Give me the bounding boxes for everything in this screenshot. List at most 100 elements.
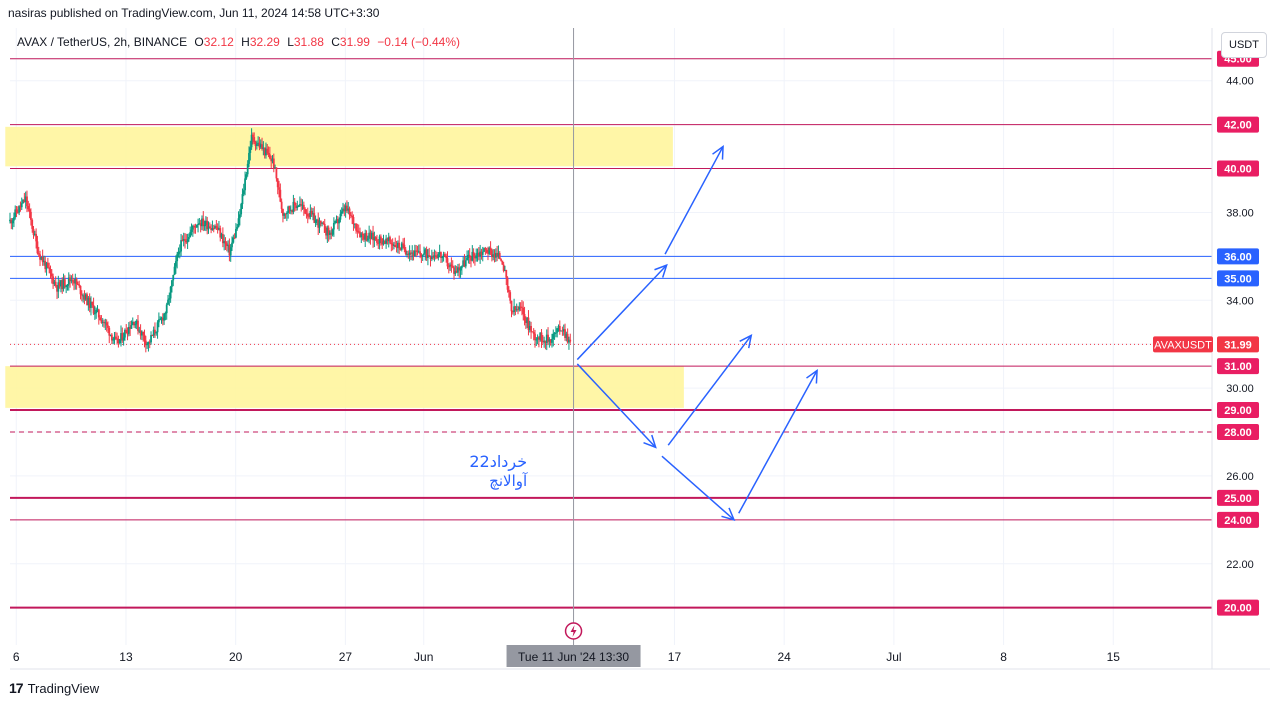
candle-body — [147, 341, 150, 345]
brand-label: TradingView — [27, 680, 100, 696]
candle-body — [133, 321, 135, 326]
candle-body — [381, 238, 384, 245]
candle-body — [33, 233, 36, 235]
level-price-badge — [1217, 270, 1259, 287]
x-tick-label: 15 — [1107, 650, 1121, 664]
candle-body — [235, 228, 237, 238]
tradingview-brand[interactable]: 17 TradingView — [9, 680, 99, 696]
candle-body — [13, 217, 15, 221]
candle-body — [39, 254, 41, 260]
last-price-badge — [1217, 336, 1259, 353]
candle-body — [438, 252, 441, 255]
candle-body — [74, 279, 77, 284]
candle-body — [90, 301, 92, 308]
arrow-line[interactable] — [664, 146, 724, 255]
candle-body — [356, 230, 359, 232]
candle-body — [148, 341, 151, 343]
candle-body — [437, 254, 440, 258]
candle-body — [50, 273, 53, 277]
candle-body — [11, 220, 14, 224]
candle-body — [531, 331, 534, 333]
candle-body — [377, 242, 380, 244]
x-tick-label: 6 — [13, 650, 20, 664]
candle-body — [404, 249, 407, 255]
candle-body — [357, 231, 360, 233]
arrow-head — [739, 334, 753, 349]
candle-body — [61, 280, 64, 289]
x-tick-label: 8 — [1000, 650, 1007, 664]
candle-body — [151, 335, 154, 337]
supply-demand-zone[interactable] — [5, 366, 684, 408]
candle-body — [366, 238, 369, 241]
candle-body — [73, 281, 75, 284]
currency-button[interactable]: USDT — [1221, 32, 1267, 58]
candle-body — [379, 236, 382, 239]
arrow-line[interactable] — [738, 370, 818, 514]
candle-body — [164, 313, 167, 315]
candle-body — [203, 224, 206, 227]
candle-body — [389, 237, 391, 243]
candle-body — [441, 256, 444, 259]
candle-body — [169, 286, 172, 299]
candle-body — [402, 243, 404, 245]
y-tick-label: 26.00 — [1226, 471, 1254, 483]
arrow-line[interactable] — [576, 363, 657, 448]
candle-body — [547, 334, 549, 342]
candle-body — [420, 254, 423, 257]
candle-body — [275, 167, 278, 179]
candle-body — [100, 320, 103, 323]
candle-body — [374, 237, 377, 240]
candle-body — [523, 313, 526, 321]
candle-body — [334, 220, 337, 223]
candle-body — [396, 242, 399, 248]
candle-body — [291, 210, 293, 213]
annotation-text[interactable]: آوالانچ — [489, 472, 528, 490]
candle-body — [45, 262, 48, 270]
candle-body — [141, 331, 143, 336]
arrow-line[interactable] — [661, 455, 735, 521]
candle-body — [210, 228, 213, 231]
candle-body — [180, 240, 182, 252]
candle-body — [285, 212, 288, 214]
candle-body — [19, 205, 22, 208]
level-price-badge — [1217, 402, 1259, 419]
arrow-line[interactable] — [576, 264, 668, 361]
candle-body — [326, 227, 329, 236]
candle-body — [218, 228, 220, 230]
y-tick-label: 44.00 — [1226, 76, 1254, 88]
candle-body — [532, 332, 535, 334]
annotation-text[interactable]: خرداد22 — [469, 452, 527, 472]
candle-body — [52, 276, 54, 284]
candle-body — [241, 194, 244, 205]
candle-body — [368, 232, 371, 239]
candle-body — [500, 259, 502, 261]
candle-body — [327, 227, 330, 235]
candle-body — [390, 242, 393, 244]
candle-body — [475, 255, 478, 259]
supply-demand-zone[interactable] — [5, 126, 673, 167]
candle-body — [266, 148, 269, 154]
candle-body — [372, 232, 374, 241]
arrow-line[interactable] — [667, 334, 752, 446]
level-price-badge — [1217, 358, 1259, 375]
candle-body — [82, 295, 85, 297]
candle-body — [120, 333, 122, 340]
candle-body — [391, 243, 394, 246]
last-price-label: 31.99 — [1224, 339, 1252, 351]
candle-body — [471, 251, 474, 261]
candle-body — [330, 232, 333, 235]
candle-body — [504, 269, 506, 271]
candle-body — [308, 216, 310, 218]
candle-body — [484, 248, 487, 250]
candle-body — [160, 317, 163, 320]
y-tick-label: 38.00 — [1226, 207, 1254, 219]
candle-body — [126, 333, 129, 335]
candle-body — [181, 240, 184, 242]
candle-body — [460, 266, 463, 269]
candle-body — [365, 232, 368, 241]
candle-body — [323, 223, 326, 233]
candle-body — [549, 339, 552, 343]
candle-body — [558, 326, 561, 332]
candle-body — [184, 239, 186, 241]
